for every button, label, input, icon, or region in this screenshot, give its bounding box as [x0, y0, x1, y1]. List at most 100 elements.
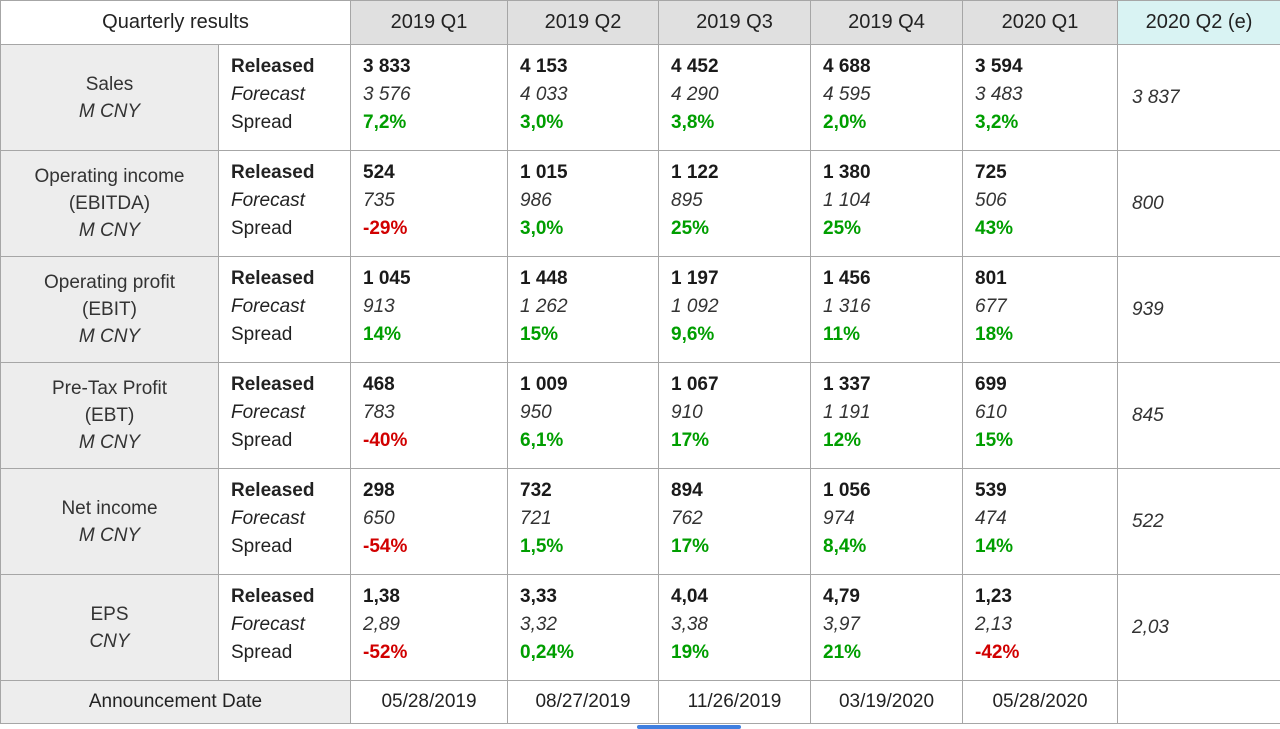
- released-value: 3 594: [975, 56, 1023, 77]
- forecast-value: 650: [363, 508, 395, 529]
- line-labels: Released Forecast Spread: [218, 150, 351, 257]
- released-value: 4 688: [823, 56, 871, 77]
- spread-value: -40%: [363, 430, 408, 451]
- metric-name: Net income: [61, 497, 158, 519]
- forecast-value: 986: [520, 190, 552, 211]
- forecast-value: 677: [975, 296, 1007, 317]
- released-value: 4,79: [823, 586, 860, 607]
- forecast-value: 913: [363, 296, 395, 317]
- released-value: 801: [975, 268, 1007, 289]
- quarter-cell: 539 474 14%: [962, 468, 1118, 575]
- spread-value: 2,0%: [823, 112, 867, 133]
- metric-sub: (EBIT): [82, 299, 137, 320]
- spread-value: 21%: [823, 642, 862, 663]
- quarter-cell: 1 015 986 3,0%: [507, 150, 659, 257]
- column-header-2019-q1: 2019 Q1: [350, 0, 508, 45]
- line-labels: Released Forecast Spread: [218, 44, 351, 151]
- released-value: 1 337: [823, 374, 871, 395]
- released-value: 3 833: [363, 56, 411, 77]
- column-header-2019-q3: 2019 Q3: [658, 0, 811, 45]
- quarter-cell: 1 067 910 17%: [658, 362, 811, 469]
- released-value: 539: [975, 480, 1007, 501]
- forecast-value: 895: [671, 190, 703, 211]
- metric-label: EPS CNY: [0, 574, 219, 681]
- released-value: 699: [975, 374, 1007, 395]
- forecast-value: 721: [520, 508, 552, 529]
- metric-label: Net income M CNY: [0, 468, 219, 575]
- released-value: 1 122: [671, 162, 719, 183]
- spread-label: Spread: [231, 642, 293, 663]
- metric-sub: (EBT): [84, 405, 135, 426]
- metric-label: Sales M CNY: [0, 44, 219, 151]
- spread-value: 12%: [823, 430, 862, 451]
- spread-label: Spread: [231, 218, 293, 239]
- table-row-announcement-date: Announcement Date 05/28/2019 08/27/2019 …: [0, 680, 1280, 724]
- announcement-date: 03/19/2020: [810, 680, 963, 724]
- spread-value: 8,4%: [823, 536, 867, 557]
- spread-value: 25%: [823, 218, 862, 239]
- released-value: 732: [520, 480, 552, 501]
- released-value: 1 380: [823, 162, 871, 183]
- spread-value: 7,2%: [363, 112, 407, 133]
- estimate-cell: 2,03: [1117, 574, 1280, 681]
- metric-label: Operating income (EBITDA) M CNY: [0, 150, 219, 257]
- line-labels: Released Forecast Spread: [218, 574, 351, 681]
- forecast-label: Forecast: [231, 402, 305, 423]
- estimate-value: 845: [1132, 404, 1164, 426]
- forecast-value: 1 316: [823, 296, 871, 317]
- estimate-value: 522: [1132, 510, 1164, 532]
- quarter-cell: 1,23 2,13 -42%: [962, 574, 1118, 681]
- metric-name: Operating profit: [44, 272, 175, 293]
- forecast-value: 4 033: [520, 84, 568, 105]
- spread-label: Spread: [231, 112, 293, 133]
- quarter-cell: 4 688 4 595 2,0%: [810, 44, 963, 151]
- released-value: 1 056: [823, 480, 871, 501]
- forecast-value: 1 092: [671, 296, 719, 317]
- spread-value: 43%: [975, 218, 1014, 239]
- quarter-cell: 1 009 950 6,1%: [507, 362, 659, 469]
- metric-unit: M CNY: [78, 100, 141, 122]
- forecast-value: 910: [671, 402, 703, 423]
- spread-value: 14%: [975, 536, 1014, 557]
- spread-value: 3,8%: [671, 112, 715, 133]
- estimate-value: 939: [1132, 298, 1164, 320]
- quarter-cell: 1 045 913 14%: [350, 256, 508, 363]
- announcement-date: 11/26/2019: [658, 680, 811, 724]
- forecast-value: 1 104: [823, 190, 871, 211]
- forecast-label: Forecast: [231, 296, 305, 317]
- spread-value: 25%: [671, 218, 710, 239]
- quarter-cell: 3 594 3 483 3,2%: [962, 44, 1118, 151]
- header-row: Quarterly results 2019 Q1 2019 Q2 2019 Q…: [0, 0, 1280, 45]
- line-labels: Released Forecast Spread: [218, 362, 351, 469]
- forecast-label: Forecast: [231, 508, 305, 529]
- spread-label: Spread: [231, 430, 293, 451]
- forecast-value: 783: [363, 402, 395, 423]
- quarter-cell: 3 833 3 576 7,2%: [350, 44, 508, 151]
- forecast-value: 974: [823, 508, 855, 529]
- released-value: 4 153: [520, 56, 568, 77]
- quarter-cell: 699 610 15%: [962, 362, 1118, 469]
- quarter-cell: 1 456 1 316 11%: [810, 256, 963, 363]
- quarter-cell: 1 056 974 8,4%: [810, 468, 963, 575]
- forecast-value: 3,97: [823, 614, 860, 635]
- horizontal-scrollbar-thumb[interactable]: [637, 725, 741, 729]
- estimate-cell: 522: [1117, 468, 1280, 575]
- released-value: 1 009: [520, 374, 568, 395]
- column-header-2019-q4: 2019 Q4: [810, 0, 963, 45]
- spread-value: 6,1%: [520, 430, 564, 451]
- estimate-value: 2,03: [1132, 616, 1169, 638]
- spread-value: 9,6%: [671, 324, 715, 345]
- quarter-cell: 1,38 2,89 -52%: [350, 574, 508, 681]
- released-value: 1 456: [823, 268, 871, 289]
- spread-value: -54%: [363, 536, 408, 557]
- quarter-cell: 725 506 43%: [962, 150, 1118, 257]
- forecast-value: 2,89: [363, 614, 400, 635]
- quarter-cell: 4,04 3,38 19%: [658, 574, 811, 681]
- table-row-operating-income: Operating income (EBITDA) M CNY Released…: [0, 150, 1280, 257]
- released-value: 1 448: [520, 268, 568, 289]
- spread-value: 3,0%: [520, 112, 564, 133]
- quarter-cell: 732 721 1,5%: [507, 468, 659, 575]
- line-labels: Released Forecast Spread: [218, 256, 351, 363]
- metric-label: Operating profit (EBIT) M CNY: [0, 256, 219, 363]
